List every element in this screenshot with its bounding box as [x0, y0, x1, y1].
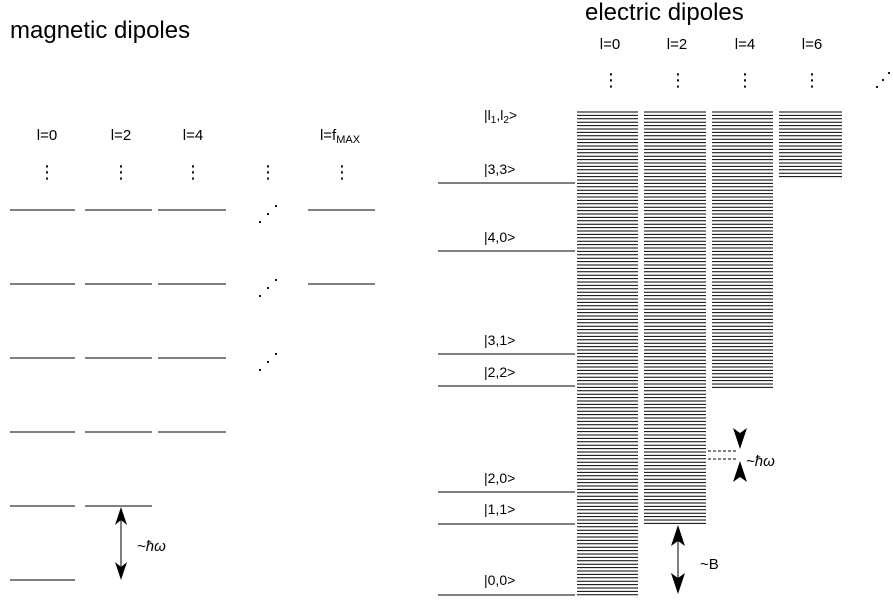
magnetic-col-l2: l=2	[111, 127, 131, 144]
state-3-1: |3,1>	[484, 332, 515, 348]
state-3-3: |3,3>	[484, 161, 515, 177]
svg-text:⋮: ⋮	[669, 70, 687, 91]
electric-title: electric dipoles	[585, 0, 744, 26]
magnetic-col-l0: l=0	[37, 127, 57, 144]
electric-col-l2: l=2	[667, 36, 687, 53]
magnetic-hbar-omega-label: ~ħω	[137, 538, 166, 555]
state-0-0: |0,0>	[484, 572, 515, 588]
electric-stack-l4	[712, 111, 773, 388]
electric-stack-l2	[644, 111, 706, 524]
electric-col-l4: l=4	[735, 36, 755, 53]
state-l1-l2: |l1,l2>	[484, 107, 517, 126]
svg-text:⋮: ⋮	[112, 162, 130, 183]
electric-hbar-omega-label: ~ħω	[746, 453, 775, 470]
electric-vertical-dots: ⋮ ⋮ ⋮ ⋮	[602, 70, 821, 91]
electric-thresholds	[438, 182, 575, 596]
svg-text:⋮: ⋮	[333, 162, 351, 183]
b-label: ~B	[700, 556, 719, 573]
electric-hbar-omega-marker	[708, 428, 747, 482]
svg-text:⋮: ⋮	[736, 70, 754, 91]
state-1-1: |1,1>	[484, 501, 515, 517]
magnetic-title: magnetic dipoles	[10, 17, 190, 44]
magnetic-vertical-dots: ⋮ ⋮ ⋮ ⋮ ⋮	[38, 162, 351, 183]
magnetic-col-l4: l=4	[183, 127, 203, 144]
magnetic-diagonal-dots	[258, 204, 278, 372]
svg-text:⋮: ⋮	[259, 162, 277, 183]
state-4-0: |4,0>	[484, 229, 515, 245]
svg-text:⋮: ⋮	[38, 162, 56, 183]
svg-text:⋮: ⋮	[803, 70, 821, 91]
electric-stack-l6	[779, 111, 842, 178]
magnetic-hbar-omega-arrow	[115, 507, 127, 580]
electric-col-l0: l=0	[600, 36, 620, 53]
electric-stack-l0	[577, 111, 638, 596]
svg-text:⋮: ⋮	[184, 162, 202, 183]
electric-diagonal-dots	[875, 71, 891, 89]
state-2-2: |2,2>	[484, 364, 515, 380]
svg-text:⋮: ⋮	[602, 70, 620, 91]
electric-col-l6: l=6	[802, 36, 822, 53]
state-2-0: |2,0>	[484, 470, 515, 486]
magnetic-col-lmax: l=fMAX	[320, 127, 361, 146]
b-arrow	[671, 525, 685, 594]
magnetic-levels	[10, 209, 375, 581]
